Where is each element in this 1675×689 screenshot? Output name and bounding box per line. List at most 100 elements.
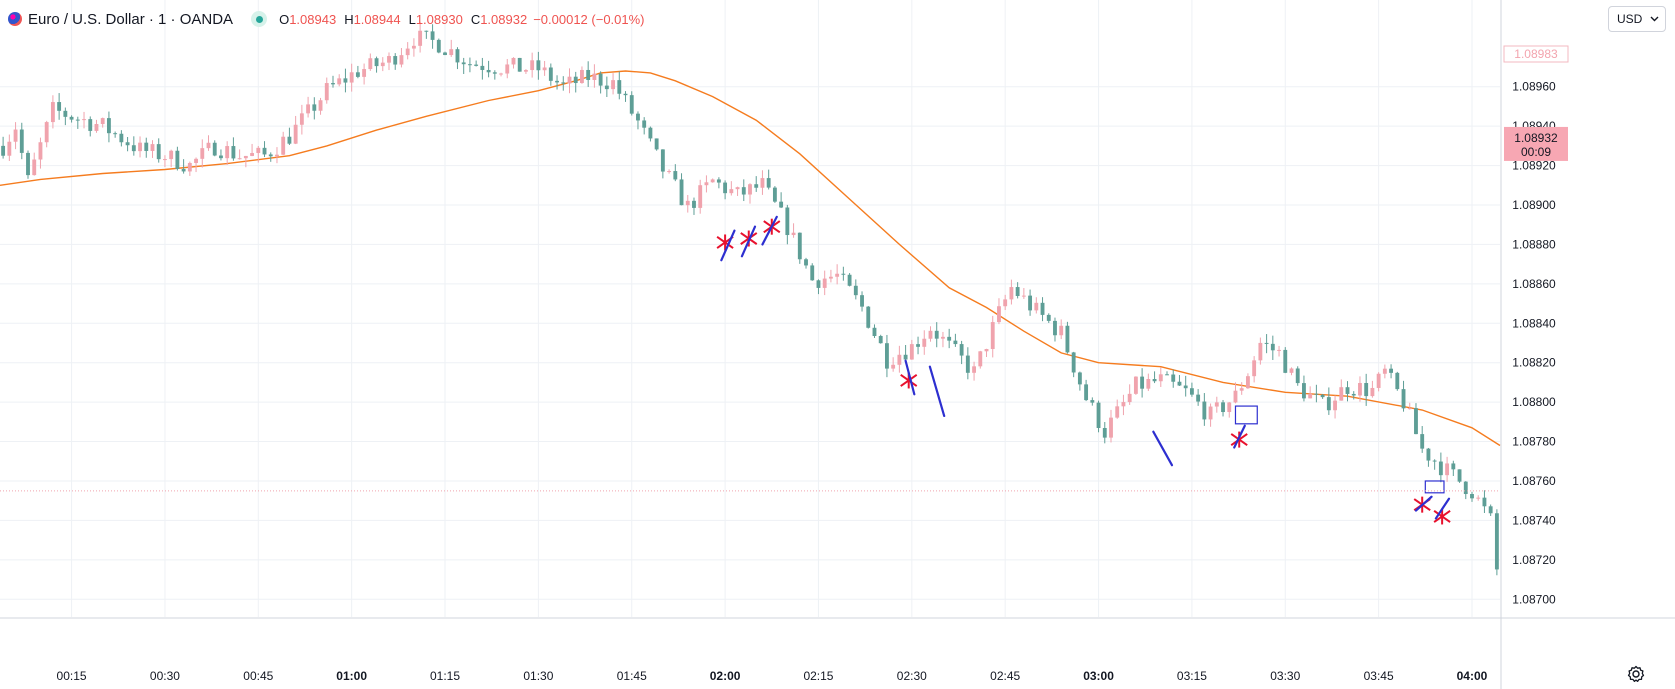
candle-body	[909, 344, 914, 360]
candle-body	[978, 351, 983, 367]
candle-body	[1177, 381, 1182, 386]
candle-body	[1152, 379, 1157, 382]
candle-body	[1420, 434, 1425, 449]
candle-body	[26, 152, 30, 176]
candle-body	[710, 179, 715, 183]
candle-body	[953, 340, 958, 345]
candle-body	[1233, 390, 1238, 403]
candle-body	[380, 62, 385, 67]
price-tick-label: 1.08720	[1512, 553, 1556, 567]
currency-select[interactable]: USD	[1608, 6, 1666, 32]
time-tick-label: 02:15	[803, 669, 833, 683]
candle-body	[1445, 463, 1450, 476]
time-tick-label: 04:00	[1457, 669, 1488, 683]
candle-body	[138, 142, 142, 152]
low-value: 1.08930	[415, 11, 463, 27]
candle-body	[791, 232, 796, 236]
trend-stroke	[720, 229, 736, 262]
candle-body	[343, 78, 348, 83]
candles-layer	[1, 21, 1499, 576]
trend-stroke	[1414, 495, 1433, 512]
candle-body	[393, 56, 398, 65]
candle-body	[716, 179, 721, 183]
price-tick-label: 1.08900	[1512, 198, 1556, 212]
market-status-icon[interactable]	[251, 11, 268, 27]
candle-body	[772, 187, 777, 202]
candle-body	[959, 344, 964, 356]
euro-flag-icon	[8, 12, 22, 26]
candle-body	[1202, 401, 1207, 420]
candle-body	[997, 306, 1001, 323]
candle-body	[256, 147, 261, 154]
candle-body	[934, 330, 939, 339]
candle-body	[667, 171, 672, 173]
candle-body	[467, 64, 472, 66]
candle-body	[461, 62, 466, 65]
candle-body	[1326, 397, 1331, 411]
box-marker	[1234, 405, 1258, 425]
time-tick-label: 03:00	[1083, 669, 1114, 683]
candle-body	[1239, 388, 1244, 391]
candle-body	[181, 168, 186, 172]
candle-body	[492, 72, 497, 74]
candle-body	[1432, 460, 1437, 462]
trend-stroke	[761, 215, 778, 246]
candle-body	[810, 265, 815, 281]
chevron-down-icon	[1650, 16, 1659, 22]
candle-body	[1003, 299, 1008, 307]
current-price-label: 1.08932	[1514, 131, 1558, 145]
candle-body	[1488, 506, 1493, 514]
candle-body	[1289, 368, 1294, 373]
candle-body	[592, 73, 597, 80]
candle-body	[293, 124, 298, 144]
candle-body	[44, 122, 49, 143]
candle-body	[1165, 374, 1169, 376]
high-price-label: 1.08983	[1514, 47, 1558, 61]
candle-body	[990, 322, 995, 349]
candle-body	[474, 64, 479, 66]
candle-body	[779, 201, 784, 208]
candle-body	[362, 69, 367, 77]
candle-body	[194, 158, 198, 163]
candle-body	[349, 72, 354, 83]
candle-body	[455, 49, 460, 63]
candle-body	[399, 55, 404, 65]
symbol-title[interactable]: Euro / U.S. Dollar · 1 · OANDA	[28, 10, 234, 28]
candle-body	[1283, 349, 1288, 373]
trend-stroke	[1233, 424, 1246, 449]
candle-body	[355, 72, 360, 77]
time-tick-label: 01:00	[336, 669, 367, 683]
candle-body	[928, 330, 933, 339]
candle-body	[50, 102, 55, 123]
gear-icon[interactable]	[1626, 664, 1646, 684]
candle-body	[617, 80, 622, 94]
candle-body	[387, 56, 391, 63]
close-label: C	[470, 11, 481, 27]
candle-body	[1314, 393, 1319, 395]
candle-body	[586, 69, 591, 80]
candle-body	[891, 364, 896, 369]
candle-body	[1277, 349, 1281, 351]
candle-body	[1158, 374, 1163, 382]
candle-body	[804, 259, 808, 266]
candle-body	[1308, 393, 1313, 399]
ohlc-values: O 1.08943 H 1.08944 L 1.08930 C 1.08932 …	[279, 12, 644, 27]
trend-stroke	[1434, 497, 1451, 520]
candle-body	[897, 354, 902, 365]
candle-body	[299, 113, 304, 125]
candle-body	[822, 278, 827, 288]
candle-body	[32, 159, 37, 176]
cross-marker	[1433, 508, 1451, 525]
candle-body	[828, 276, 833, 279]
candle-body	[1, 145, 6, 156]
candle-body	[916, 344, 920, 347]
candle-body	[69, 116, 74, 120]
candle-body	[100, 118, 105, 125]
candle-body	[144, 142, 149, 151]
candle-body	[443, 52, 447, 56]
candle-body	[88, 119, 93, 131]
candle-body	[611, 80, 615, 90]
candle-body	[598, 73, 603, 86]
candle-body	[374, 58, 379, 67]
